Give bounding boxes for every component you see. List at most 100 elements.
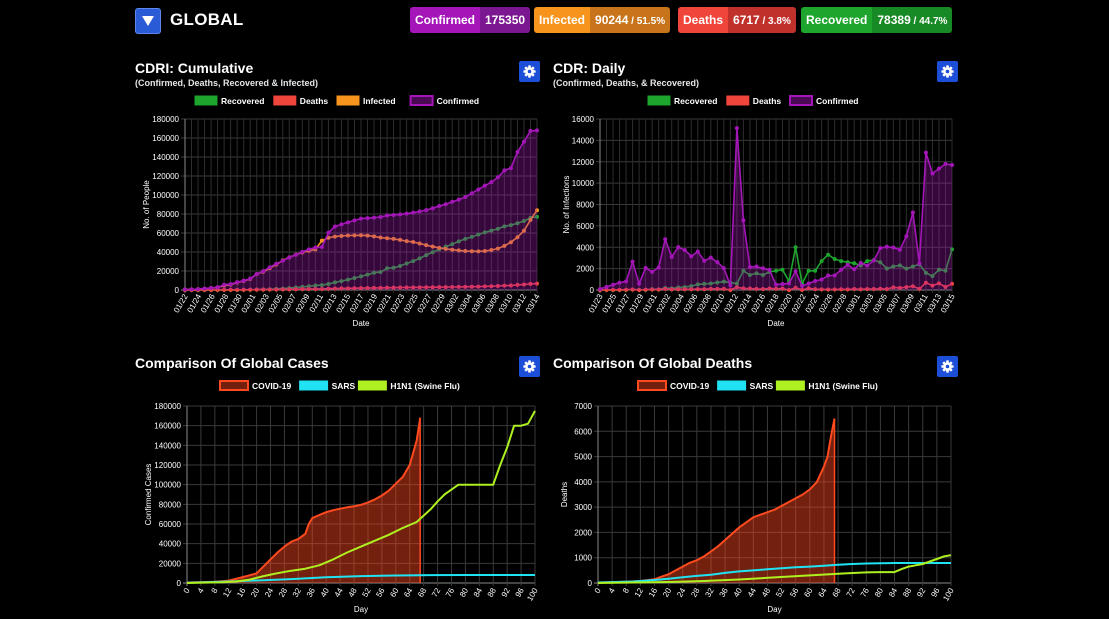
stat-value: 6717 / 3.8% — [728, 7, 796, 33]
legend-item: Recovered — [647, 95, 717, 106]
stat-number: 6717 — [733, 13, 760, 27]
data-point — [884, 266, 889, 271]
data-point — [741, 286, 746, 291]
data-point — [819, 259, 824, 264]
series-h1n1-swine-flu- — [186, 410, 536, 584]
x-tick-label: 12 — [221, 586, 234, 599]
data-point — [637, 287, 642, 292]
data-point — [624, 279, 629, 284]
chart-title: Comparison Of Global Deaths — [553, 355, 753, 371]
data-point — [267, 287, 272, 292]
data-point — [215, 285, 220, 290]
data-point — [463, 248, 468, 253]
data-point — [676, 287, 681, 292]
data-point — [300, 287, 305, 292]
gear-icon — [523, 360, 536, 373]
data-point — [293, 287, 298, 292]
data-point — [339, 222, 344, 227]
data-point — [682, 287, 687, 292]
data-point — [624, 287, 629, 292]
legend-label: COVID-19 — [252, 381, 291, 391]
x-tick-label: 72 — [845, 586, 858, 599]
data-point — [411, 240, 416, 245]
series-covid-19 — [597, 418, 836, 584]
stat-label: Confirmed — [410, 7, 480, 33]
data-point — [482, 284, 487, 289]
chart-settings-button[interactable] — [519, 61, 540, 82]
series-h1n1-swine-flu- — [597, 554, 952, 584]
legend-label: SARS — [332, 381, 356, 391]
data-point — [897, 285, 902, 290]
data-point — [950, 162, 954, 167]
region-dropdown-button[interactable] — [135, 8, 161, 34]
data-point — [528, 128, 533, 133]
data-point — [528, 281, 533, 286]
data-point — [319, 286, 324, 291]
data-point — [267, 265, 272, 270]
x-tick-label: 03/14 — [524, 292, 542, 314]
y-tick-label: 14000 — [572, 136, 595, 145]
data-point — [689, 287, 694, 292]
data-point — [345, 277, 350, 282]
data-point — [430, 250, 435, 255]
x-tick-label: 76 — [444, 586, 457, 599]
y-tick-label: 12000 — [572, 158, 595, 167]
data-point — [656, 287, 661, 292]
data-point — [604, 287, 609, 292]
y-axis-label: No. of Infections — [562, 176, 571, 234]
data-point — [261, 269, 266, 274]
data-point — [950, 247, 954, 252]
data-point — [482, 248, 487, 253]
data-point — [897, 247, 902, 252]
recovered-stat: Recovered 78389 / 44.7% — [801, 7, 953, 33]
data-point — [521, 228, 526, 233]
legend-label: H1N1 (Swine Flu) — [390, 381, 460, 391]
gear-icon — [941, 65, 954, 78]
legend-item: Deaths — [726, 95, 781, 106]
data-point — [306, 247, 311, 252]
x-tick-label: 100 — [525, 586, 540, 603]
x-tick-label: 80 — [458, 586, 471, 599]
data-point — [878, 246, 883, 251]
data-point — [456, 248, 461, 253]
chart-settings-button[interactable] — [937, 61, 958, 82]
x-tick-label: 92 — [500, 586, 513, 599]
x-tick-label: 28 — [689, 586, 702, 599]
data-point — [669, 287, 674, 292]
chart-title: CDRI: Cumulative — [135, 60, 254, 76]
x-tick-label: 28 — [277, 586, 290, 599]
y-tick-label: 80000 — [157, 210, 180, 219]
chart-settings-button[interactable] — [937, 356, 958, 377]
data-point — [424, 285, 429, 290]
data-point — [891, 245, 896, 250]
data-point — [469, 284, 474, 289]
stat-number: 78389 — [877, 13, 911, 27]
cumulative-chart: 0 20000 40000 60000 80000 100000 120000 140000 1… — [142, 95, 542, 328]
legend-swatch — [219, 380, 249, 391]
x-tick-label: 88 — [901, 586, 914, 599]
data-point — [424, 243, 429, 248]
data-point — [741, 218, 746, 223]
chart-settings-button[interactable] — [519, 356, 540, 377]
data-point — [780, 286, 785, 291]
data-point — [611, 287, 616, 292]
data-point — [274, 287, 279, 292]
data-point — [482, 230, 487, 235]
x-tick-label: 0 — [593, 586, 603, 595]
data-point — [521, 219, 526, 224]
data-point — [793, 269, 798, 274]
data-point — [430, 285, 435, 290]
chart-subtitle: (Confirmed, Deaths, & Recovered) — [553, 78, 700, 88]
legend-label: Deaths — [300, 96, 329, 106]
x-tick-label: 0 — [182, 586, 192, 595]
y-tick-label: 6000 — [576, 222, 594, 231]
data-point — [424, 253, 429, 258]
x-tick-label: 48 — [347, 586, 360, 599]
data-point — [721, 279, 726, 284]
x-tick-label: 12 — [633, 586, 646, 599]
data-point — [826, 252, 831, 257]
data-point — [456, 197, 461, 202]
data-point — [398, 264, 403, 269]
series-area — [600, 128, 952, 290]
chart-legend: Recovered Deaths Confirmed — [647, 95, 859, 106]
